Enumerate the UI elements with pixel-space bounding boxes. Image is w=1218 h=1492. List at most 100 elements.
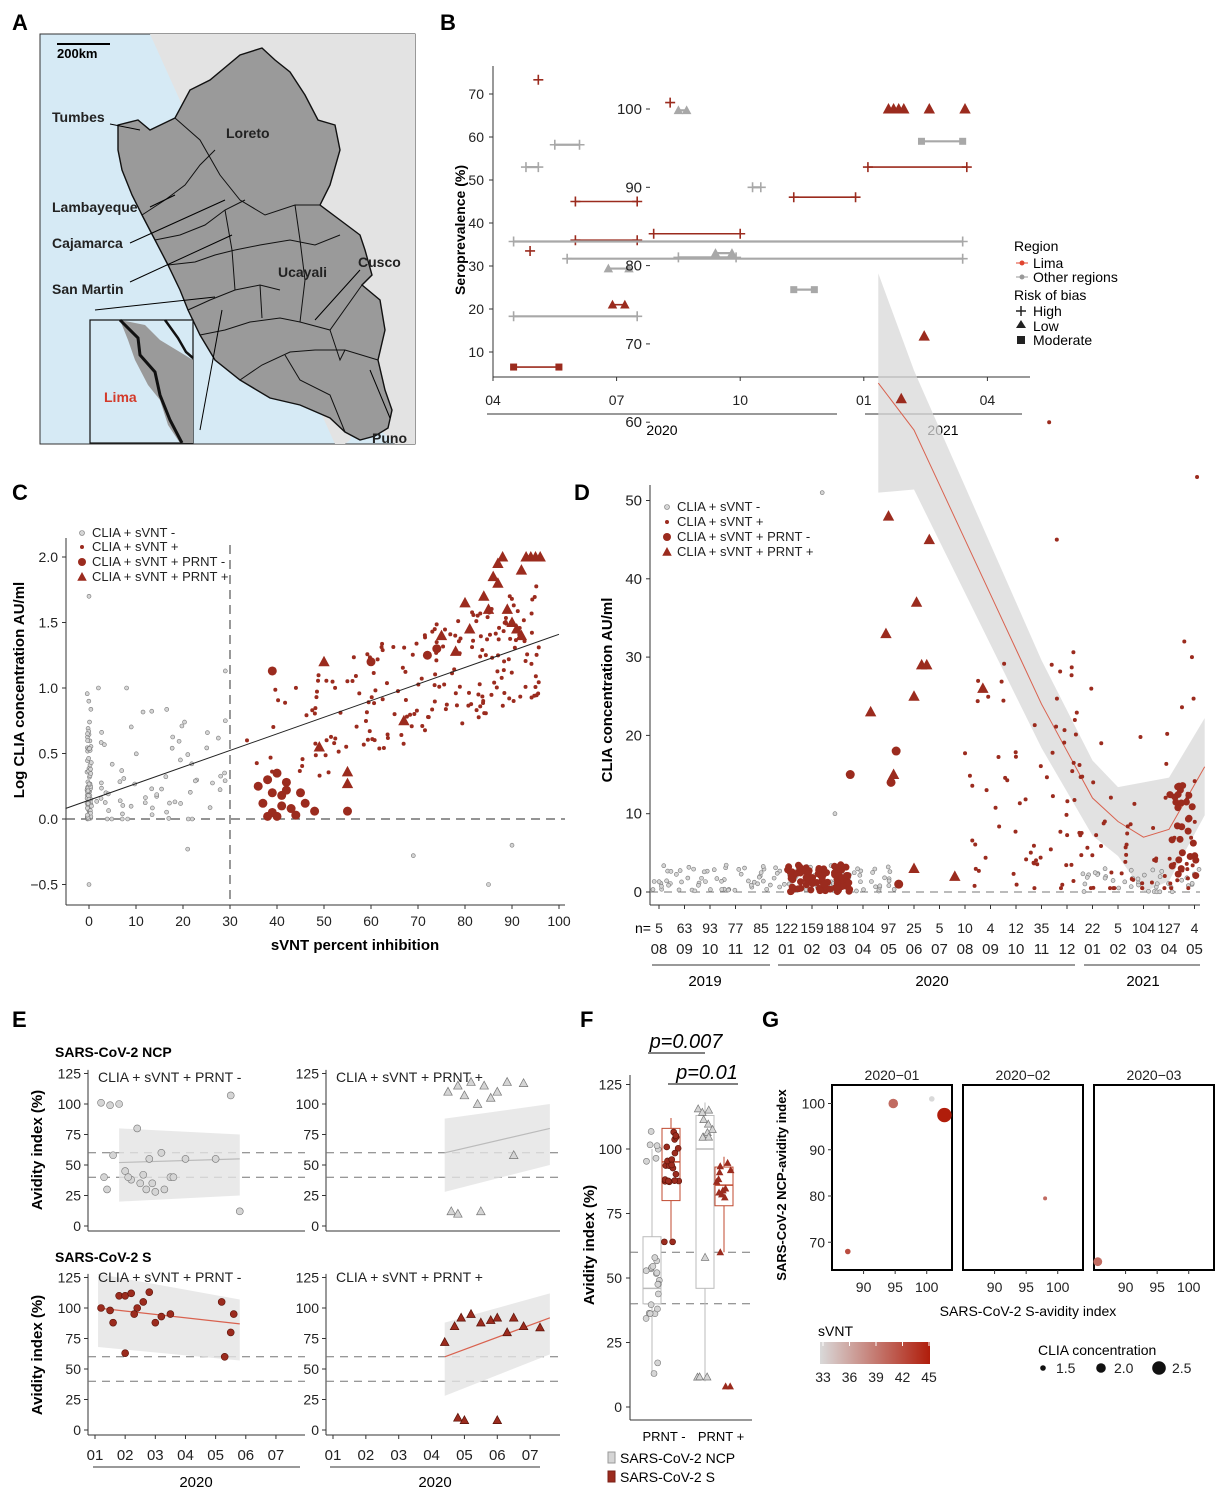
legend-lima-label: Lima — [1033, 255, 1064, 271]
E-s-neg-xtick-0: 01 — [87, 1447, 104, 1464]
E-ncp-neg-ribbon — [119, 1128, 240, 1202]
g-xtick-2-90: 90 — [1118, 1279, 1134, 1295]
d-pt-prnt-pos-5 — [959, 103, 971, 114]
d-pt-pos-83 — [1044, 775, 1049, 780]
d-pt-neg-70 — [869, 879, 874, 884]
c-pt-neg-14 — [149, 812, 155, 818]
c-pt-prnt-neg-12 — [366, 657, 376, 667]
map-label-lambayeque: Lambayeque — [52, 199, 138, 215]
d-pt-pos-mid-12 — [1011, 871, 1016, 876]
c-pt-pos-87 — [314, 695, 319, 700]
E-ncp-neg-pt-19 — [124, 1173, 132, 1181]
c-pt-pos-170 — [511, 603, 516, 608]
c-pt-pos-8 — [477, 682, 482, 687]
c-pt-pos-35 — [304, 713, 309, 718]
d-pt-pos-73 — [1078, 833, 1083, 838]
g-point-1 — [928, 1096, 935, 1102]
b-study-1-11-marker-0 — [917, 137, 925, 145]
d-pt-pos-76 — [1102, 819, 1107, 824]
E-ncp-neg-pt-15 — [103, 1185, 111, 1194]
map-label-cajamarca: Cajamarca — [52, 235, 123, 251]
d-pt-prnt-neg-79 — [818, 874, 826, 882]
map-region-labels: Tumbes Loreto Lambayeque Cajamarca San Marti… — [52, 109, 407, 446]
d-pt-prnt-neg-81 — [788, 883, 796, 891]
d-pt-pos-88 — [1072, 718, 1077, 723]
g-clia-key-0 — [1040, 1365, 1046, 1371]
c-pt-pos-193 — [273, 687, 278, 692]
c-pt-pos-66 — [324, 738, 329, 743]
pvalue-2: p=0.01 — [675, 1062, 738, 1084]
d-pt-pos-mid-14 — [986, 694, 991, 699]
d-pt-prnt-neg-82 — [803, 874, 811, 882]
E-ncp-neg-pt-5 — [121, 1167, 129, 1175]
c-pt-pos-28 — [336, 749, 341, 754]
d-pt-prnt-pos-9 — [895, 392, 907, 404]
d-pt-late-circle-27 — [1185, 791, 1193, 799]
E-s-pos-pt-11 — [452, 1412, 463, 1422]
c-pt-pos-49 — [487, 632, 492, 637]
d-pt-neg-90 — [886, 883, 892, 888]
c-pt-neg-56 — [99, 785, 104, 791]
d-pt-pos-61 — [1123, 859, 1128, 864]
d-month-11: 07 — [931, 941, 948, 958]
d-n-14: 12 — [1008, 920, 1024, 936]
c-pt-pos-72 — [414, 708, 419, 713]
d-pt-pos-mid-8 — [967, 773, 972, 778]
c-pt-pos-145 — [532, 693, 537, 698]
d-pt-pos-97 — [1169, 886, 1174, 891]
c-pt-prnt-neg-14 — [432, 644, 442, 654]
c-pt-pos-114 — [533, 674, 538, 679]
d-n-0: 5 — [655, 920, 663, 936]
panel-e-title-s: SARS-CoV-2 S — [55, 1249, 151, 1265]
b-study-0-6-marker-0 — [788, 192, 799, 203]
c-pt-pos-110 — [437, 684, 442, 689]
c-pt-neg-22 — [109, 816, 115, 822]
E-ncp-pos-pt-0 — [443, 1086, 453, 1096]
panel-label-a: A — [12, 10, 28, 35]
d-pt-neg-105 — [674, 872, 679, 877]
c-pt-prnt-neg-15 — [263, 811, 273, 821]
d-legend-key-1 — [665, 520, 669, 524]
d-pt-late-circle-22 — [1179, 782, 1187, 790]
E-s-pos-pt-8 — [508, 1312, 519, 1322]
f-pt-s-pos-13 — [712, 1177, 721, 1185]
f-pt-s-neg-0 — [669, 1238, 676, 1246]
g-ytick-100: 100 — [802, 1096, 826, 1112]
d-pt-neg-87 — [873, 884, 878, 890]
d-pt-prnt-pos-14 — [887, 768, 900, 780]
c-pt-neg-axis-86 — [85, 812, 90, 818]
g-facet-box-0 — [831, 1084, 953, 1271]
d-legend-key-2 — [663, 533, 671, 541]
d-pt-neg-late-11 — [1157, 874, 1163, 879]
d-pt-neg-106 — [679, 879, 684, 885]
E-s-neg-facet-label: CLIA + sVNT + PRNT - — [98, 1269, 242, 1285]
d-pt-neg-late-6 — [1146, 888, 1151, 894]
E-s-neg-pt-15 — [226, 1328, 235, 1337]
d-ytick-100: 100 — [617, 101, 642, 118]
g-clia-key-1 — [1096, 1363, 1106, 1373]
c-legend-key-2 — [78, 558, 86, 566]
d-month-8: 04 — [855, 941, 872, 958]
c-pt-pos-196 — [345, 679, 350, 684]
c-ytick-4: 1.5 — [39, 615, 59, 631]
E-s-pos-xtick-1: 02 — [358, 1447, 375, 1464]
c-pt-neg-axis-25 — [88, 707, 94, 712]
d-pt-neg-56 — [855, 866, 860, 872]
b-study-1-8-marker-0 — [710, 248, 721, 257]
f-pt-ncp-pos-2 — [695, 1372, 704, 1381]
c-pt-prnt-neg-0 — [253, 781, 263, 791]
c-pt-pos-21 — [480, 647, 485, 652]
c-pt-pos-107 — [506, 657, 511, 662]
d-pt-prnt-neg-57 — [845, 879, 853, 887]
c-pt-pos-108 — [466, 690, 471, 695]
map-label-ucayali: Ucayali — [278, 264, 327, 280]
f-pt-ncp-neg-25 — [654, 1305, 661, 1313]
E-ncp-neg-pt-20 — [142, 1185, 151, 1194]
E-s-pos-xtick-3: 04 — [423, 1447, 440, 1464]
f-pt-s-neg-13 — [668, 1156, 676, 1163]
peru-map: 200km Tumbes Loreto Lambayeque Cajamarca San… — [39, 33, 416, 446]
panel-e-avidity-time: SARS-CoV-2 NCP SARS-CoV-2 S Avidity inde… — [29, 1044, 560, 1491]
d-pt-neg-51 — [782, 882, 787, 887]
d-pt-pos-mid-20 — [1013, 754, 1018, 759]
f-pt-s-pos-1 — [721, 1382, 730, 1390]
